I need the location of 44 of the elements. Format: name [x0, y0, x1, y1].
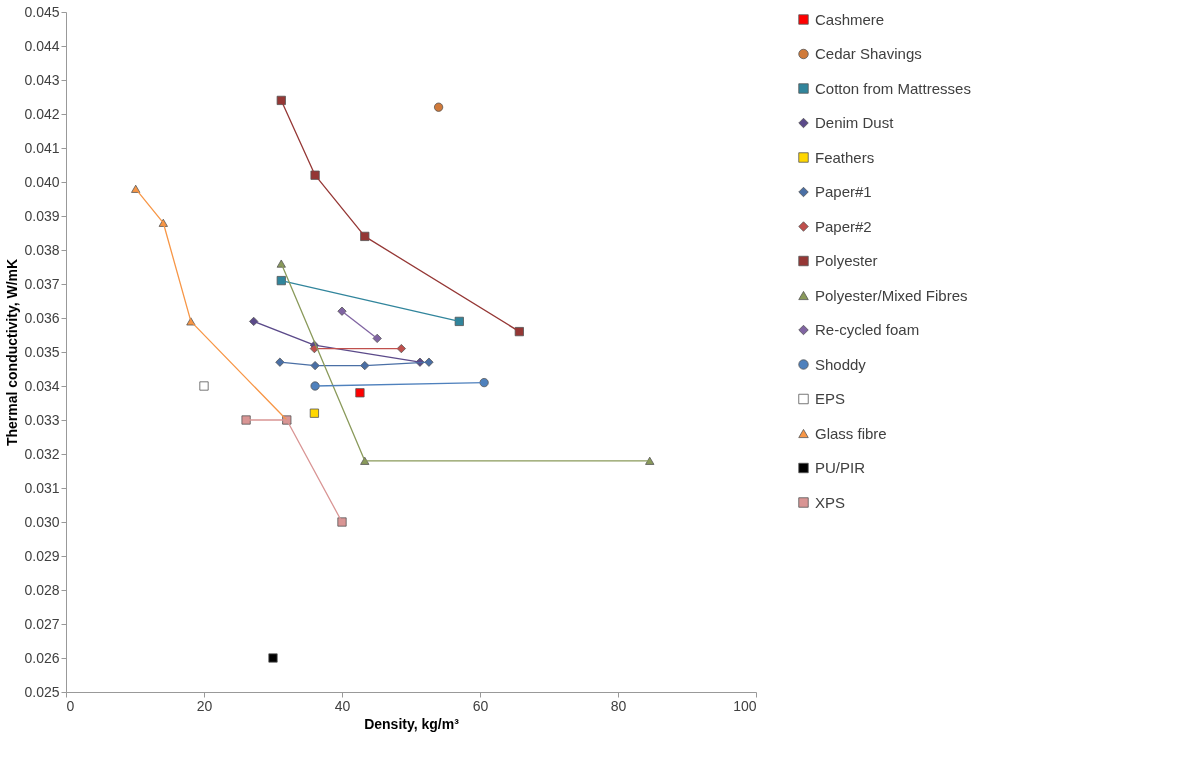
y-tick-label: 0.045 [24, 3, 60, 20]
y-tick-label: 0.031 [24, 479, 60, 496]
y-tick-label: 0.029 [24, 547, 60, 564]
y-tick-label: 0.030 [24, 513, 60, 530]
legend-label: Denim Dust [815, 114, 895, 131]
y-axis-title: Thermal conductivity, W/mK [4, 258, 21, 447]
y-tick-label: 0.032 [24, 445, 60, 462]
legend-label: Shoddy [815, 355, 867, 373]
y-tick-label: 0.038 [24, 241, 60, 258]
legend-label: EPS [815, 390, 846, 407]
x-tick-label: 40 [334, 697, 351, 714]
y-tick-label: 0.036 [24, 309, 60, 326]
legend-label: Cedar Shavings [815, 45, 922, 62]
y-tick-label: 0.033 [24, 411, 60, 428]
legend-label: Polyester/Mixed Fibres [815, 286, 968, 304]
legend-label: Paper#1 [815, 183, 872, 200]
x-tick-label: 80 [610, 697, 627, 714]
x-tick-label: 20 [196, 697, 213, 714]
y-tick-label: 0.025 [24, 683, 60, 700]
legend-label: Paper#2 [815, 217, 872, 235]
y-tick-label: 0.044 [24, 37, 60, 54]
legend-label: Cotton from Mattresses [815, 79, 971, 97]
legend-label: Glass fibre [815, 424, 887, 442]
legend-label: Cashmere [815, 10, 885, 28]
y-tick-label: 0.041 [24, 139, 60, 156]
x-tick-label: 60 [472, 697, 489, 714]
y-tick-label: 0.037 [24, 275, 60, 292]
y-tick-label: 0.027 [24, 615, 60, 632]
x-tick-label: 0 [66, 697, 75, 714]
legend-label: Feathers [815, 148, 875, 166]
y-tick-label: 0.043 [24, 71, 60, 88]
legend-label: Re-cycled foam [815, 321, 920, 338]
y-tick-label: 0.034 [24, 377, 60, 394]
y-tick-label: 0.039 [24, 207, 60, 224]
x-axis-title: Density, kg/m³ [364, 715, 460, 732]
legend-label: PU/PIR [815, 459, 866, 476]
legend-label: XPS [815, 493, 846, 511]
y-tick-label: 0.042 [24, 105, 60, 122]
y-tick-label: 0.040 [24, 173, 60, 190]
y-tick-label: 0.035 [24, 343, 60, 360]
y-tick-label: 0.028 [24, 581, 60, 598]
x-tick-label: 100 [733, 697, 757, 714]
legend-label: Polyester [815, 252, 878, 269]
y-tick-label: 0.026 [24, 649, 60, 666]
